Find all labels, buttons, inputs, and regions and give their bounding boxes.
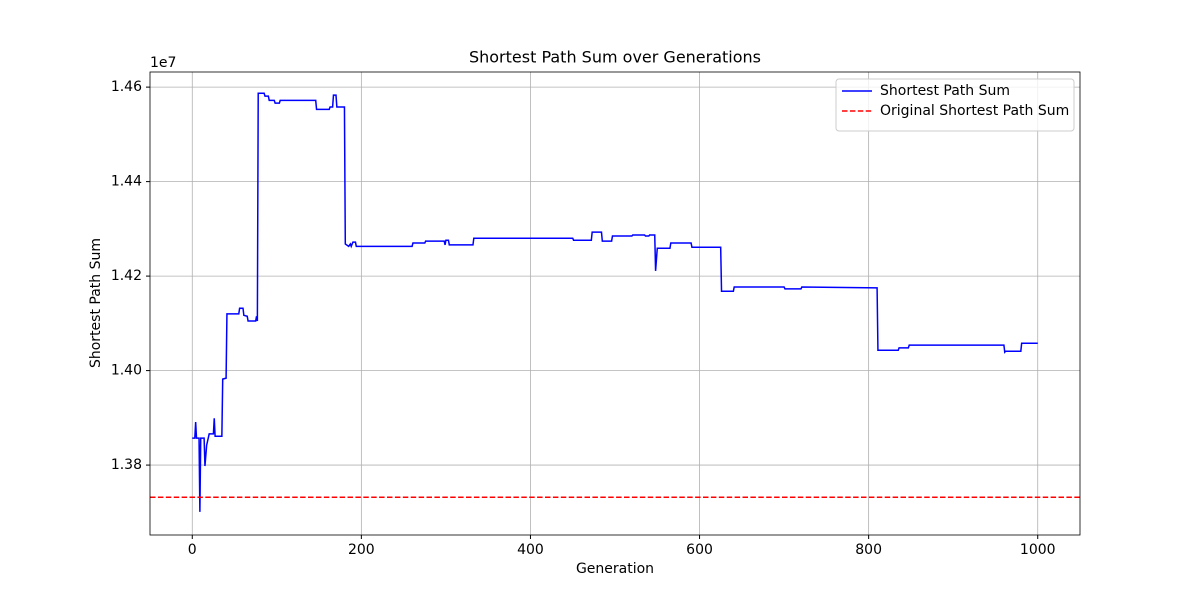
plot-frame [149,71,1081,536]
chart-title: Shortest Path Sum over Generations [469,48,761,67]
x-tick-label: 1000 [1020,542,1056,558]
y-tick-label: 1.46 [111,79,142,95]
x-axis-label: Generation [576,561,654,577]
y-offset-label: 1e7 [150,55,176,71]
y-axis-label: Shortest Path Sum [88,238,104,368]
x-tick-label: 0 [188,542,197,558]
x-tick-label: 400 [517,542,544,558]
legend-label: Shortest Path Sum [880,83,1010,99]
x-tick-label: 800 [855,542,882,558]
data-line [192,92,1038,512]
legend-box [835,78,1075,132]
x-tick-label: 200 [348,542,375,558]
y-tick-label: 1.42 [111,268,142,284]
y-tick-label: 1.40 [111,363,142,379]
y-tick-label: 1.44 [111,174,142,190]
y-tick-label: 1.38 [111,457,142,473]
legend-label: Original Shortest Path Sum [880,103,1069,119]
x-tick-label: 600 [686,542,713,558]
